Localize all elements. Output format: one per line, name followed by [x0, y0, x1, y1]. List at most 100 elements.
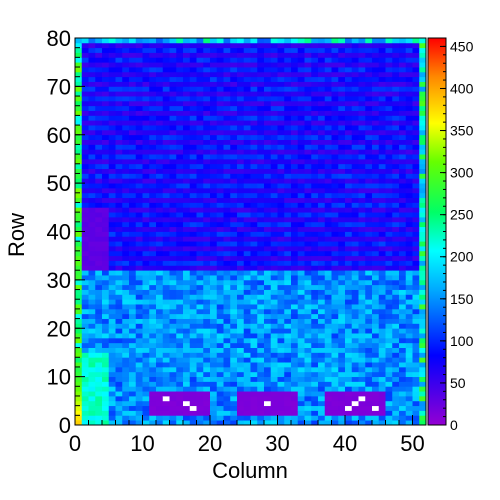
heatmap-cell [338, 183, 346, 189]
heatmap-cell [102, 183, 110, 189]
heatmap-cell [122, 42, 130, 49]
heatmap-cell [75, 187, 83, 194]
heatmap-cell [399, 376, 407, 382]
heatmap-cell [169, 168, 177, 174]
heatmap-cell [176, 405, 184, 411]
heatmap-cell [385, 352, 393, 358]
heatmap-cell [183, 318, 191, 324]
heatmap-cell [419, 328, 427, 334]
heatmap-cell [162, 299, 170, 305]
heatmap-cell [142, 187, 150, 194]
heatmap-cell [277, 62, 285, 68]
heatmap-cell [189, 38, 197, 44]
heatmap-cell [318, 96, 326, 102]
heatmap-cell [210, 57, 218, 63]
heatmap-cell [405, 168, 413, 174]
heatmap-cell [324, 62, 332, 68]
heatmap-cell [351, 318, 359, 324]
heatmap-cell [372, 91, 380, 97]
heatmap-cell [264, 294, 272, 300]
heatmap-cell [189, 187, 197, 194]
heatmap-cell [297, 371, 305, 378]
heatmap-cell [264, 299, 272, 305]
heatmap-cell [243, 231, 251, 237]
heatmap-cell [291, 410, 299, 416]
heatmap-cell [162, 304, 170, 310]
heatmap-cell [257, 386, 265, 392]
heatmap-cell [297, 197, 305, 203]
heatmap-cell [291, 362, 299, 368]
heatmap-cell [311, 420, 319, 426]
heatmap-cell [331, 202, 339, 208]
heatmap-cell [392, 405, 400, 411]
heatmap-cell [378, 125, 386, 131]
heatmap-cell [176, 386, 184, 392]
heatmap-cell [203, 100, 211, 107]
heatmap-cell [297, 395, 305, 402]
heatmap-cell [318, 376, 326, 382]
heatmap-cell [358, 405, 366, 411]
heatmap-cell [250, 255, 258, 261]
heatmap-cell [405, 328, 413, 334]
heatmap-cell [399, 255, 407, 261]
heatmap-cell [169, 52, 177, 58]
heatmap-cell [385, 323, 393, 329]
heatmap-cell [412, 337, 420, 344]
heatmap-cell [257, 313, 265, 319]
heatmap-cell [365, 246, 373, 252]
heatmap-cell [108, 362, 116, 368]
heatmap-cell [189, 318, 197, 324]
heatmap-cell [399, 115, 407, 121]
heatmap-cell [203, 67, 211, 73]
heatmap-cell [223, 38, 231, 44]
heatmap-cell [405, 115, 413, 121]
heatmap-cell [216, 67, 224, 73]
heatmap-cell [108, 395, 116, 402]
heatmap-cell [156, 347, 164, 353]
heatmap-cell [169, 221, 177, 228]
heatmap-cell [257, 197, 265, 203]
heatmap-cell [210, 120, 218, 126]
heatmap-cell [351, 183, 359, 189]
heatmap-cell [270, 386, 278, 392]
heatmap-cell [270, 67, 278, 73]
heatmap-cell [405, 207, 413, 213]
heatmap-cell [324, 270, 332, 276]
heatmap-cell [412, 308, 420, 315]
heatmap-cell [176, 42, 184, 49]
heatmap-cell [216, 202, 224, 208]
heatmap-cell [365, 91, 373, 97]
heatmap-cell [385, 154, 393, 160]
heatmap-cell [81, 183, 89, 189]
heatmap-cell [243, 192, 251, 199]
heatmap-cell [149, 52, 157, 58]
heatmap-cell [399, 352, 407, 358]
heatmap-cell [169, 115, 177, 121]
heatmap-cell [345, 410, 353, 416]
heatmap-cell [419, 231, 427, 237]
heatmap-cell [284, 328, 292, 334]
heatmap-cell [135, 197, 143, 203]
heatmap-cell [189, 410, 197, 416]
heatmap-cell [75, 405, 83, 411]
heatmap-cell [108, 57, 116, 63]
heatmap-cell [412, 144, 420, 150]
heatmap-cell [372, 163, 380, 170]
heatmap-cell [75, 197, 83, 203]
heatmap-cell [277, 163, 285, 170]
heatmap-cell [129, 86, 137, 92]
heatmap-cell [264, 139, 272, 145]
heatmap-cell [210, 366, 218, 373]
heatmap-cell [156, 158, 164, 165]
heatmap-cell [291, 405, 299, 411]
heatmap-cell [156, 226, 164, 232]
heatmap-cell [176, 221, 184, 228]
heatmap-cell [183, 405, 191, 411]
heatmap-cell [365, 129, 373, 136]
heatmap-cell [392, 415, 400, 421]
heatmap-cell [412, 284, 420, 290]
heatmap-cell [372, 178, 380, 184]
heatmap-cell [142, 52, 150, 58]
heatmap-cell [102, 275, 110, 281]
heatmap-cell [196, 241, 204, 247]
